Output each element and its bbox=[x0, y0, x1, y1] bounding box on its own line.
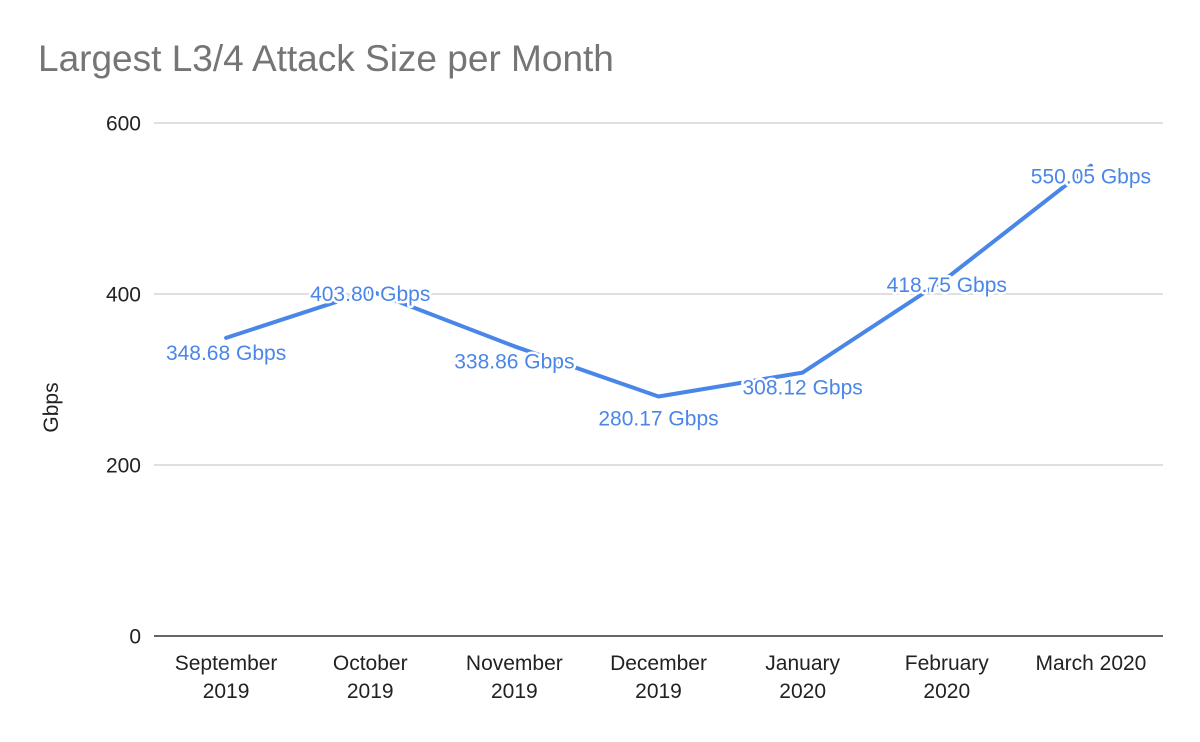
data-label-halo: 338.86 Gbps bbox=[454, 350, 574, 373]
y-tick-label: 600 bbox=[106, 113, 141, 136]
data-label: 348.68 Gbps bbox=[166, 342, 286, 365]
data-label: 418.75 Gbps bbox=[887, 274, 1007, 297]
x-axis-ticks: September 2019 October 2019 November 2019 Dece… bbox=[175, 652, 1147, 703]
data-label: 550.05 Gbps bbox=[1031, 166, 1151, 189]
x-tick-label: February 2020 bbox=[905, 652, 990, 703]
data-label-halo: 418.75 Gbps bbox=[887, 274, 1007, 297]
x-tick-label: March 2020 bbox=[1035, 652, 1146, 675]
data-label: 308.12 Gbps bbox=[743, 377, 863, 400]
y-tick-label: 0 bbox=[129, 626, 141, 649]
data-label-halo: 550.05 Gbps bbox=[1031, 166, 1151, 189]
data-label: 338.86 Gbps bbox=[454, 350, 574, 373]
data-label: 403.80 Gbps bbox=[310, 283, 430, 306]
x-tick-label: October 2019 bbox=[333, 652, 408, 703]
x-tick-label: December 2019 bbox=[610, 652, 707, 703]
y-axis-title: Gbps bbox=[40, 382, 63, 432]
data-label-halo: 280.17 Gbps bbox=[598, 407, 718, 430]
x-tick-label: September 2019 bbox=[175, 652, 278, 703]
series-layer bbox=[224, 163, 1093, 399]
y-tick-label: 400 bbox=[106, 284, 141, 307]
y-axis-ticks: 0 200 400 600 bbox=[106, 113, 141, 649]
data-label: 280.17 Gbps bbox=[598, 407, 718, 430]
x-tick-label: January 2020 bbox=[765, 652, 840, 703]
chart-title: Largest L3/4 Attack Size per Month bbox=[38, 38, 614, 79]
data-label-halo: 308.12 Gbps bbox=[743, 377, 863, 400]
x-tick-label: November 2019 bbox=[466, 652, 563, 703]
gridlines bbox=[154, 122, 1163, 466]
data-label-halo: 403.80 Gbps bbox=[310, 283, 430, 306]
y-tick-label: 200 bbox=[106, 455, 141, 478]
data-label-halo: 348.68 Gbps bbox=[166, 342, 286, 365]
